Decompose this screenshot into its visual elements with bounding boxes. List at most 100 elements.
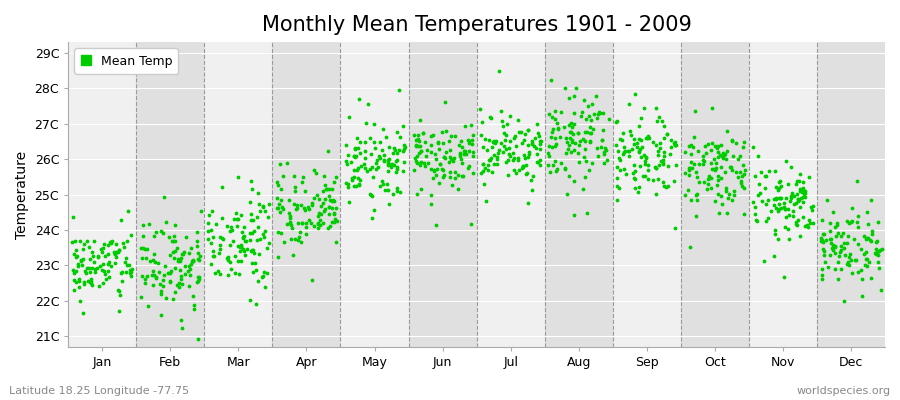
Point	[591, 111, 606, 118]
Point	[344, 159, 358, 166]
Point	[506, 150, 520, 156]
Point	[562, 142, 576, 148]
Point	[806, 203, 820, 210]
Point	[619, 171, 634, 177]
Text: Latitude 18.25 Longitude -77.75: Latitude 18.25 Longitude -77.75	[9, 386, 189, 396]
Point	[154, 228, 168, 235]
Point	[837, 298, 851, 304]
Point	[850, 269, 865, 275]
Point	[262, 240, 276, 246]
Point	[656, 149, 670, 156]
Point	[140, 246, 155, 252]
Point	[638, 158, 652, 164]
Point	[518, 131, 532, 137]
Point	[829, 233, 843, 239]
Point	[778, 214, 793, 220]
Point	[768, 231, 782, 237]
Point	[478, 136, 492, 142]
Point	[711, 143, 725, 150]
Point	[831, 230, 845, 236]
Point	[860, 235, 875, 241]
Point	[90, 264, 104, 271]
Point	[294, 202, 309, 208]
Point	[163, 270, 177, 277]
Point	[115, 240, 130, 246]
Point	[786, 213, 800, 219]
Point	[697, 152, 711, 159]
Point	[583, 124, 598, 130]
Point	[256, 204, 270, 210]
Point	[323, 196, 338, 203]
Point	[844, 219, 859, 225]
Point	[820, 196, 834, 203]
Point	[723, 164, 737, 171]
Point	[484, 154, 499, 161]
Point	[487, 152, 501, 158]
Point	[409, 155, 423, 162]
Point	[568, 140, 582, 146]
Point	[447, 175, 462, 182]
Point	[771, 208, 786, 214]
Point	[841, 259, 855, 265]
Point	[270, 195, 284, 202]
Point	[657, 183, 671, 189]
Point	[796, 187, 810, 193]
Point	[222, 241, 237, 248]
Point	[374, 178, 389, 184]
Point	[705, 166, 719, 172]
Point	[184, 245, 198, 251]
Point	[526, 143, 541, 149]
Point	[435, 166, 449, 172]
Point	[737, 211, 751, 217]
Point	[316, 188, 330, 194]
Point	[124, 269, 139, 275]
Point	[533, 157, 547, 163]
Point	[850, 218, 864, 225]
Point	[622, 101, 636, 107]
Point	[194, 208, 208, 215]
Point	[865, 231, 879, 237]
Point	[349, 183, 364, 190]
Point	[729, 140, 743, 146]
Point	[684, 142, 698, 148]
Point	[432, 180, 446, 186]
Point	[501, 145, 516, 151]
Point	[94, 266, 109, 273]
Point	[759, 172, 773, 179]
Point	[230, 215, 244, 222]
Point	[167, 238, 182, 244]
Point	[237, 223, 251, 230]
Point	[639, 153, 653, 160]
Point	[243, 230, 257, 236]
Point	[140, 302, 155, 309]
Point	[751, 152, 765, 159]
Point	[396, 168, 410, 174]
Point	[390, 157, 404, 164]
Point	[257, 228, 272, 235]
Point	[173, 258, 187, 264]
Point	[617, 148, 632, 154]
Point	[476, 181, 491, 187]
Point	[518, 155, 533, 161]
Point	[366, 138, 381, 145]
Point	[863, 237, 878, 244]
Point	[272, 201, 286, 207]
Point	[840, 218, 854, 224]
Point	[796, 214, 810, 220]
Point	[487, 138, 501, 145]
Point	[429, 222, 444, 228]
Point	[213, 270, 228, 277]
Point	[381, 162, 395, 168]
Point	[244, 248, 258, 254]
Point	[429, 166, 444, 172]
Point	[579, 138, 593, 144]
Point	[790, 222, 805, 228]
Point	[529, 150, 544, 157]
Point	[88, 269, 103, 276]
Point	[340, 161, 355, 167]
Point	[190, 279, 204, 285]
Point	[496, 123, 510, 129]
Point	[245, 260, 259, 266]
Point	[419, 147, 434, 154]
Point	[421, 160, 436, 166]
